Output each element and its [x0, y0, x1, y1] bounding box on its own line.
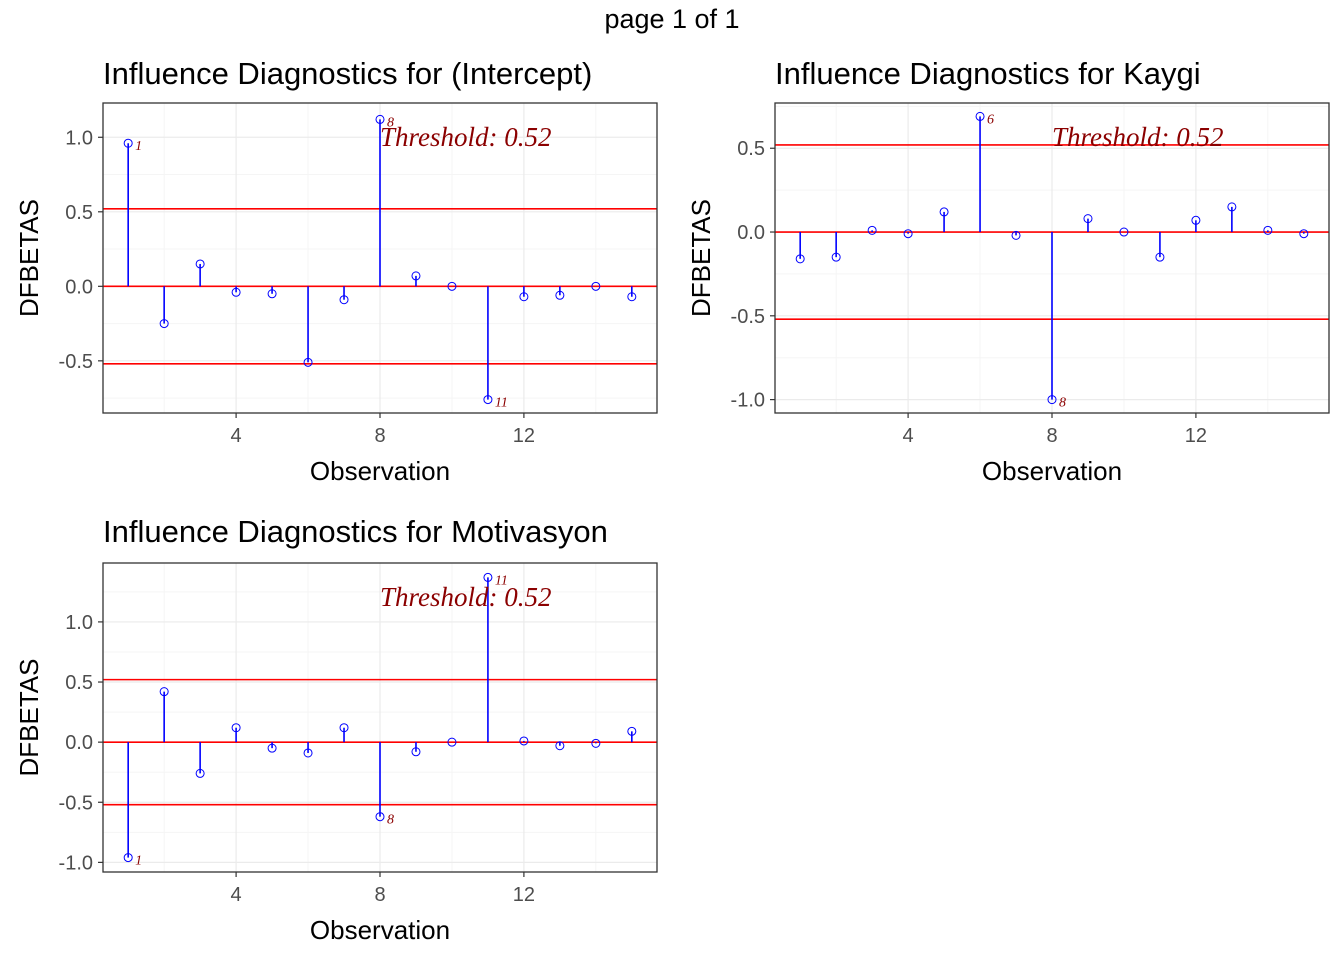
data-point: [231, 287, 241, 297]
data-point: [159, 319, 169, 329]
data-point: [303, 748, 313, 758]
chart-title: Influence Diagnostics for Motivasyon: [103, 514, 608, 549]
data-point: [375, 812, 385, 822]
data-point: [1191, 215, 1201, 225]
x-axis-label: Observation: [310, 456, 450, 486]
data-point: [339, 723, 349, 733]
data-point: [267, 743, 277, 753]
x-tick-label: 8: [374, 425, 385, 447]
data-point: [519, 736, 529, 746]
x-axis-label: Observation: [310, 915, 450, 945]
observation-label: 1: [135, 139, 142, 154]
threshold-annotation: Threshold: 0.52: [380, 122, 552, 152]
data-point: [591, 281, 601, 291]
y-tick-label: -0.5: [731, 306, 765, 328]
data-point: [159, 687, 169, 697]
chart-panel-1: Influence Diagnostics for (Intercept) 1 8 1…: [14, 56, 658, 486]
data-point: [195, 259, 205, 269]
data-point: [1083, 214, 1093, 224]
x-tick-label: 4: [231, 425, 242, 447]
data-point: [1119, 227, 1129, 237]
x-axis-label: Observation: [982, 456, 1122, 486]
y-tick-label: 0.0: [65, 732, 93, 754]
y-axis-label: DFBETAS: [14, 659, 44, 777]
chart-panel-3: Influence Diagnostics for Motivasyon 1 8 11…: [14, 514, 658, 945]
data-point: [519, 292, 529, 302]
y-tick-label: -0.5: [59, 351, 93, 373]
y-tick-label: -1.0: [731, 390, 765, 412]
observation-label: 1: [135, 854, 142, 869]
chart-title: Influence Diagnostics for (Intercept): [103, 56, 592, 91]
data-point: [195, 768, 205, 778]
y-tick-label: 0.0: [65, 276, 93, 298]
data-point: [339, 295, 349, 305]
data-point: [903, 229, 913, 239]
data-point: [975, 111, 985, 121]
y-tick-label: 0.5: [737, 138, 765, 160]
data-point: [939, 207, 949, 217]
threshold-annotation: Threshold: 0.52: [380, 582, 552, 612]
observation-label: 11: [495, 396, 508, 411]
y-tick-label: 1.0: [65, 127, 93, 149]
data-point: [123, 138, 133, 148]
data-point: [1047, 395, 1057, 405]
y-axis-label: DFBETAS: [14, 199, 44, 317]
y-tick-label: 0.5: [65, 672, 93, 694]
observation-label: 8: [1059, 396, 1066, 411]
x-tick-label: 12: [1185, 425, 1207, 447]
y-tick-label: 0.5: [65, 202, 93, 224]
data-point: [1011, 230, 1021, 240]
data-point: [447, 737, 457, 747]
data-point: [795, 254, 805, 264]
x-tick-label: 12: [513, 425, 535, 447]
data-point: [831, 252, 841, 262]
y-tick-label: 1.0: [65, 612, 93, 634]
y-axis-label: DFBETAS: [686, 199, 716, 317]
x-tick-label: 8: [374, 884, 385, 906]
x-tick-label: 4: [903, 425, 914, 447]
data-point: [375, 114, 385, 124]
data-point: [411, 747, 421, 757]
data-point: [1299, 229, 1309, 239]
data-point: [591, 738, 601, 748]
chart-title: Influence Diagnostics for Kaygi: [775, 56, 1201, 91]
observation-label: 11: [495, 573, 508, 588]
chart-panel-2: Influence Diagnostics for Kaygi 6 8 Thresho…: [686, 56, 1330, 486]
x-tick-label: 4: [231, 884, 242, 906]
y-tick-label: -0.5: [59, 792, 93, 814]
data-point: [1227, 202, 1237, 212]
data-point: [483, 395, 493, 405]
threshold-annotation: Threshold: 0.52: [1052, 122, 1224, 152]
data-point: [1263, 225, 1273, 235]
observation-label: 8: [387, 813, 394, 828]
x-tick-label: 12: [513, 884, 535, 906]
observation-label: 6: [987, 112, 994, 127]
data-point: [303, 357, 313, 367]
data-point: [555, 741, 565, 751]
data-point: [1155, 252, 1165, 262]
data-point: [123, 853, 133, 863]
y-tick-label: -1.0: [59, 852, 93, 874]
data-point: [483, 572, 493, 582]
data-point: [447, 281, 457, 291]
data-point: [627, 292, 637, 302]
data-point: [867, 225, 877, 235]
x-tick-label: 8: [1046, 425, 1057, 447]
y-tick-label: 0.0: [737, 222, 765, 244]
page-title: page 1 of 1: [604, 4, 740, 34]
data-point: [555, 290, 565, 300]
observation-label: 8: [387, 115, 394, 130]
data-point: [231, 723, 241, 733]
data-point: [267, 289, 277, 299]
data-point: [411, 271, 421, 281]
data-point: [627, 726, 637, 736]
